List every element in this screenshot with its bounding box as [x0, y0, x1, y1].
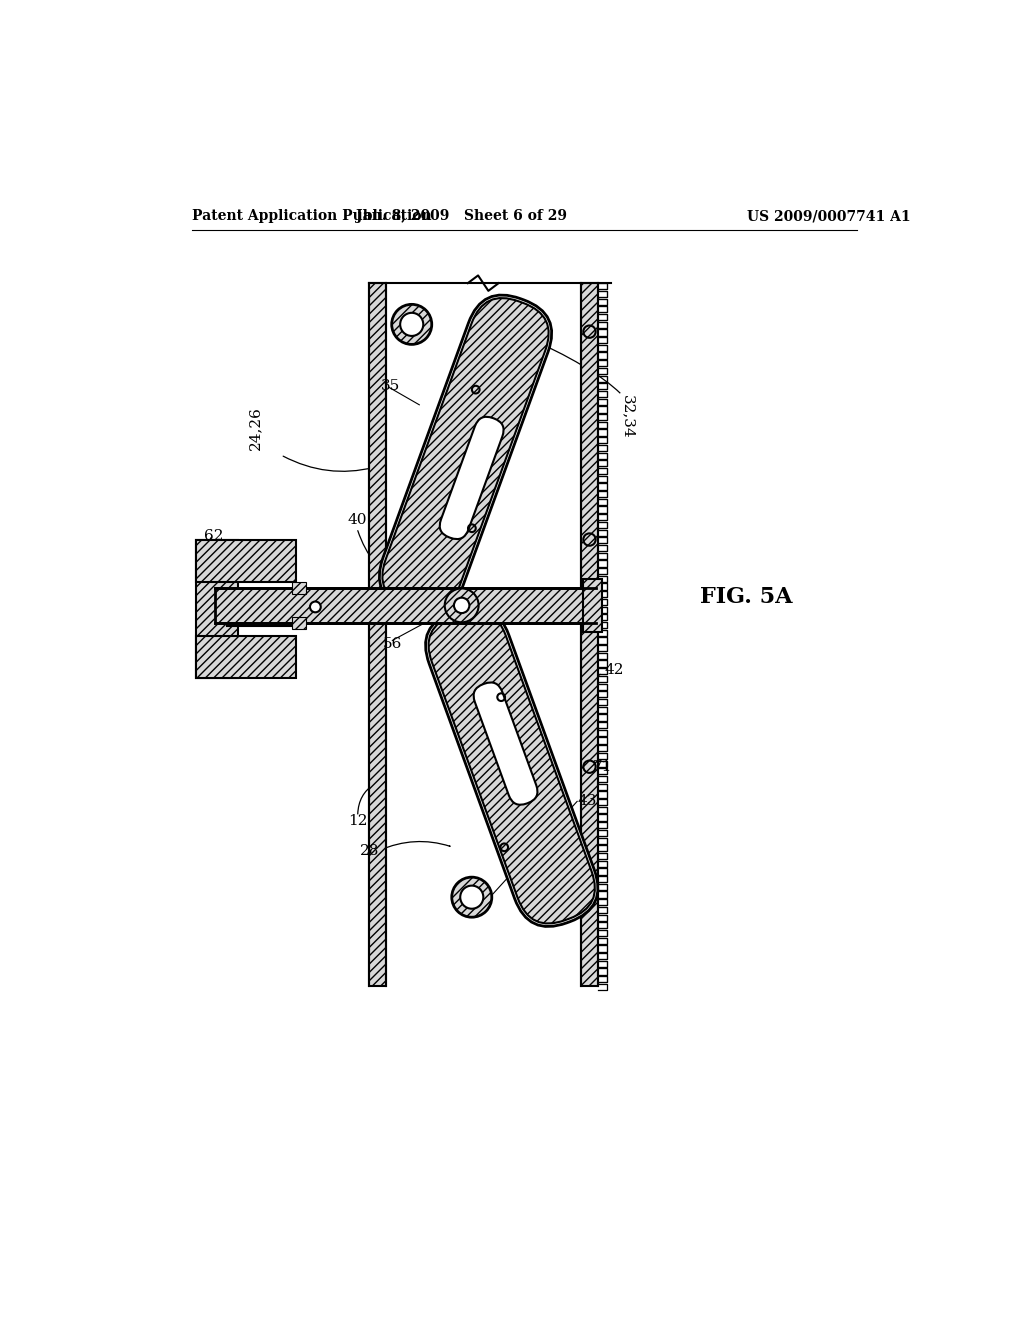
Text: 62: 62: [204, 529, 223, 543]
Text: 28: 28: [360, 845, 380, 858]
Text: FIG. 5A: FIG. 5A: [700, 586, 793, 609]
FancyBboxPatch shape: [473, 682, 538, 805]
Bar: [215, 589, 596, 623]
Circle shape: [444, 589, 478, 622]
Text: Jan. 8, 2009   Sheet 6 of 29: Jan. 8, 2009 Sheet 6 of 29: [356, 209, 567, 223]
FancyArrowPatch shape: [357, 531, 375, 564]
FancyBboxPatch shape: [379, 294, 552, 615]
Circle shape: [400, 313, 423, 335]
Bar: [196, 540, 296, 582]
Text: 32,34: 32,34: [621, 395, 634, 438]
Text: 43: 43: [578, 795, 597, 808]
Text: 24,26: 24,26: [248, 407, 262, 450]
FancyArrowPatch shape: [581, 770, 589, 774]
Bar: [292, 616, 306, 628]
Text: 42: 42: [604, 664, 624, 677]
Bar: [196, 540, 239, 678]
Text: US 2009/0007741 A1: US 2009/0007741 A1: [746, 209, 910, 223]
Text: 12: 12: [348, 813, 368, 828]
Text: 38: 38: [401, 309, 421, 323]
Bar: [196, 636, 296, 678]
Bar: [370, 284, 386, 986]
FancyBboxPatch shape: [426, 607, 598, 927]
FancyBboxPatch shape: [439, 417, 504, 539]
Bar: [583, 578, 602, 632]
Bar: [581, 284, 598, 986]
Text: 40: 40: [348, 513, 368, 527]
FancyArrowPatch shape: [581, 675, 600, 688]
Circle shape: [310, 602, 321, 612]
Text: 71: 71: [593, 760, 612, 774]
Text: Patent Application Publication: Patent Application Publication: [193, 209, 432, 223]
Circle shape: [454, 598, 469, 612]
Circle shape: [392, 305, 432, 345]
FancyArrowPatch shape: [380, 842, 450, 850]
FancyArrowPatch shape: [357, 784, 374, 814]
Text: 56: 56: [383, 636, 402, 651]
FancyBboxPatch shape: [428, 610, 595, 924]
Bar: [226, 598, 296, 626]
FancyArrowPatch shape: [284, 457, 374, 471]
FancyBboxPatch shape: [382, 298, 549, 611]
Text: 35: 35: [381, 379, 400, 392]
Circle shape: [460, 886, 483, 908]
Bar: [292, 582, 306, 594]
Circle shape: [452, 878, 492, 917]
